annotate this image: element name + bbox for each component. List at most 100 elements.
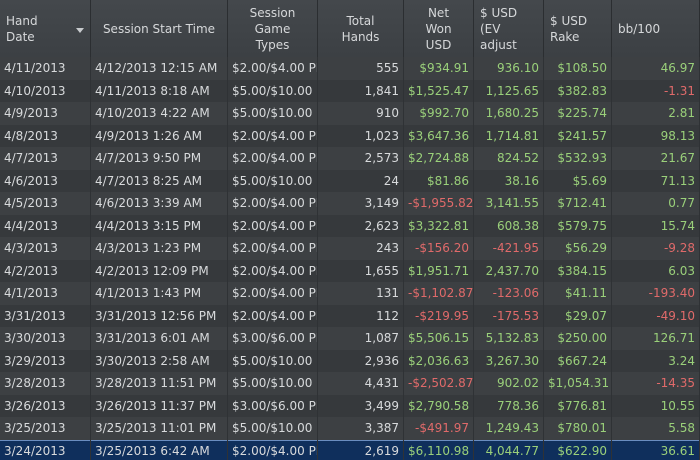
cell-net-won-usd: -$2,502.87 — [404, 372, 474, 395]
cell-total-hands: 1,087 — [318, 327, 404, 350]
cell-session-start-time: 4/1/2013 1:43 PM — [91, 282, 228, 305]
cell-session-start-time: 4/10/2013 4:22 AM — [91, 102, 228, 125]
table-row[interactable]: 4/6/2013 4/7/2013 8:25 AM $5.00/$10.00 P 24… — [0, 169, 700, 192]
table-row[interactable]: 4/10/2013 4/11/2013 8:18 AM $5.00/$10.00 P… — [0, 79, 700, 102]
cell-session-start-time: 4/2/2013 12:09 PM — [91, 259, 228, 282]
cell-game-type: $5.00/$10.00 P — [228, 79, 318, 102]
cell-game-type: $2.00/$4.00 PL — [228, 192, 318, 215]
cell-net-won-usd: $6,110.98 — [404, 439, 474, 460]
cell-total-hands: 555 — [318, 57, 404, 80]
table-row[interactable]: 4/4/2013 4/4/2013 3:15 PM $2.00/$4.00 PL 2,… — [0, 214, 700, 237]
cell-hand-date: 4/10/2013 — [0, 79, 91, 102]
table-row[interactable]: 4/1/2013 4/1/2013 1:43 PM $2.00/$4.00 PL 13… — [0, 282, 700, 305]
column-header-label: Session Game Types — [249, 5, 296, 52]
column-header-net-won-usd[interactable]: Net Won USD — [404, 0, 474, 57]
cell-session-start-time: 3/28/2013 11:51 PM — [91, 372, 228, 395]
cell-bb-per-100: 10.55 — [612, 394, 700, 417]
column-header-session-game-types[interactable]: Session Game Types — [228, 0, 318, 57]
column-header-hand-date[interactable]: Hand Date — [0, 0, 91, 57]
cell-ev-adjusted-usd: 3,267.30 — [474, 349, 544, 372]
cell-session-start-time: 4/9/2013 1:26 AM — [91, 124, 228, 147]
cell-rake-usd: $384.15 — [544, 259, 612, 282]
table-row[interactable]: 4/5/2013 4/6/2013 3:39 AM $2.00/$4.00 PL 3,… — [0, 192, 700, 215]
column-header-usd-rake[interactable]: $ USD Rake — [544, 0, 612, 57]
cell-rake-usd: $5.69 — [544, 169, 612, 192]
cell-ev-adjusted-usd: 1,125.65 — [474, 79, 544, 102]
cell-total-hands: 131 — [318, 282, 404, 305]
cell-total-hands: 112 — [318, 304, 404, 327]
cell-net-won-usd: $2,790.58 — [404, 394, 474, 417]
cell-rake-usd: $532.93 — [544, 147, 612, 170]
cell-net-won-usd: -$219.95 — [404, 304, 474, 327]
table-row[interactable]: 4/7/2013 4/7/2013 9:50 PM $2.00/$4.00 PL 2,… — [0, 147, 700, 170]
cell-total-hands: 3,387 — [318, 417, 404, 440]
cell-game-type: $2.00/$4.00 PL — [228, 259, 318, 282]
cell-total-hands: 910 — [318, 102, 404, 125]
column-header-label: $ USD Rake — [550, 13, 588, 44]
cell-net-won-usd: -$1,955.82 — [404, 192, 474, 215]
column-header-bb-per-100[interactable]: bb/100 — [612, 0, 700, 57]
table-row[interactable]: 3/25/2013 3/25/2013 11:01 PM $5.00/$10.00 … — [0, 417, 700, 440]
column-header-label: $ USD (EV adjust — [480, 5, 518, 52]
table-row[interactable]: 3/28/2013 3/28/2013 11:51 PM $5.00/$10.00 … — [0, 372, 700, 395]
cell-session-start-time: 4/7/2013 8:25 AM — [91, 169, 228, 192]
cell-rake-usd: $622.90 — [544, 439, 612, 460]
cell-ev-adjusted-usd: 5,132.83 — [474, 327, 544, 350]
cell-bb-per-100: 21.67 — [612, 147, 700, 170]
cell-rake-usd: $579.75 — [544, 214, 612, 237]
cell-ev-adjusted-usd: 902.02 — [474, 372, 544, 395]
table-row[interactable]: 4/3/2013 4/3/2013 1:23 PM $2.00/$4.00 PL 24… — [0, 237, 700, 260]
cell-hand-date: 4/2/2013 — [0, 259, 91, 282]
cell-bb-per-100: 15.74 — [612, 214, 700, 237]
table-row[interactable]: 3/29/2013 3/30/2013 2:58 AM $5.00/$10.00 P… — [0, 349, 700, 372]
table-row[interactable]: 4/11/2013 4/12/2013 12:15 AM $2.00/$4.00 P… — [0, 57, 700, 80]
cell-bb-per-100: 5.58 — [612, 417, 700, 440]
cell-game-type: $2.00/$4.00 PL — [228, 214, 318, 237]
table-row[interactable]: 3/30/2013 3/31/2013 6:01 AM $3.00/$6.00 PL… — [0, 327, 700, 350]
cell-game-type: $5.00/$10.00 P — [228, 169, 318, 192]
column-header-session-start-time[interactable]: Session Start Time — [91, 0, 228, 57]
table-row[interactable]: 4/2/2013 4/2/2013 12:09 PM $2.00/$4.00 PL 1… — [0, 259, 700, 282]
cell-hand-date: 4/1/2013 — [0, 282, 91, 305]
cell-game-type: $3.00/$6.00 PL — [228, 394, 318, 417]
sort-descending-icon — [76, 28, 84, 33]
cell-game-type: $2.00/$4.00 PL — [228, 282, 318, 305]
cell-rake-usd: $776.81 — [544, 394, 612, 417]
cell-bb-per-100: 36.61 — [612, 439, 700, 460]
cell-rake-usd: $250.00 — [544, 327, 612, 350]
cell-rake-usd: $382.83 — [544, 79, 612, 102]
table-row[interactable]: 4/8/2013 4/9/2013 1:26 AM $2.00/$4.00 PL 1,… — [0, 124, 700, 147]
cell-rake-usd: $225.74 — [544, 102, 612, 125]
cell-session-start-time: 4/11/2013 8:18 AM — [91, 79, 228, 102]
column-header-label: Total Hands — [341, 13, 380, 44]
cell-total-hands: 2,623 — [318, 214, 404, 237]
cell-hand-date: 3/25/2013 — [0, 417, 91, 440]
cell-rake-usd: $780.01 — [544, 417, 612, 440]
column-header-total-hands[interactable]: Total Hands — [318, 0, 404, 57]
cell-net-won-usd: $2,036.63 — [404, 349, 474, 372]
cell-game-type: $5.00/$10.00 P — [228, 349, 318, 372]
cell-rake-usd: $108.50 — [544, 57, 612, 80]
cell-session-start-time: 3/25/2013 11:01 PM — [91, 417, 228, 440]
cell-session-start-time: 3/30/2013 2:58 AM — [91, 349, 228, 372]
table-row[interactable]: 3/31/2013 3/31/2013 12:56 PM $2.00/$4.00 P… — [0, 304, 700, 327]
column-header-label: Net Won USD — [425, 5, 452, 52]
table-row[interactable]: 3/24/2013 3/25/2013 6:42 AM $2.00/$4.00 PL… — [0, 439, 700, 460]
cell-bb-per-100: 98.13 — [612, 124, 700, 147]
cell-rake-usd: $29.07 — [544, 304, 612, 327]
cell-total-hands: 2,573 — [318, 147, 404, 170]
column-header-usd-ev-adjusted[interactable]: $ USD (EV adjust — [474, 0, 544, 57]
grid-header: Hand Date Session Start Time Session Gam… — [0, 0, 700, 58]
table-row[interactable]: 3/26/2013 3/26/2013 11:37 PM $3.00/$6.00 P… — [0, 394, 700, 417]
cell-total-hands: 1,023 — [318, 124, 404, 147]
cell-hand-date: 3/24/2013 — [0, 439, 91, 460]
cell-rake-usd: $667.24 — [544, 349, 612, 372]
cell-net-won-usd: $992.70 — [404, 102, 474, 125]
cell-hand-date: 4/4/2013 — [0, 214, 91, 237]
cell-game-type: $2.00/$4.00 PL — [228, 237, 318, 260]
cell-hand-date: 4/5/2013 — [0, 192, 91, 215]
cell-total-hands: 2,936 — [318, 349, 404, 372]
cell-ev-adjusted-usd: 2,437.70 — [474, 259, 544, 282]
